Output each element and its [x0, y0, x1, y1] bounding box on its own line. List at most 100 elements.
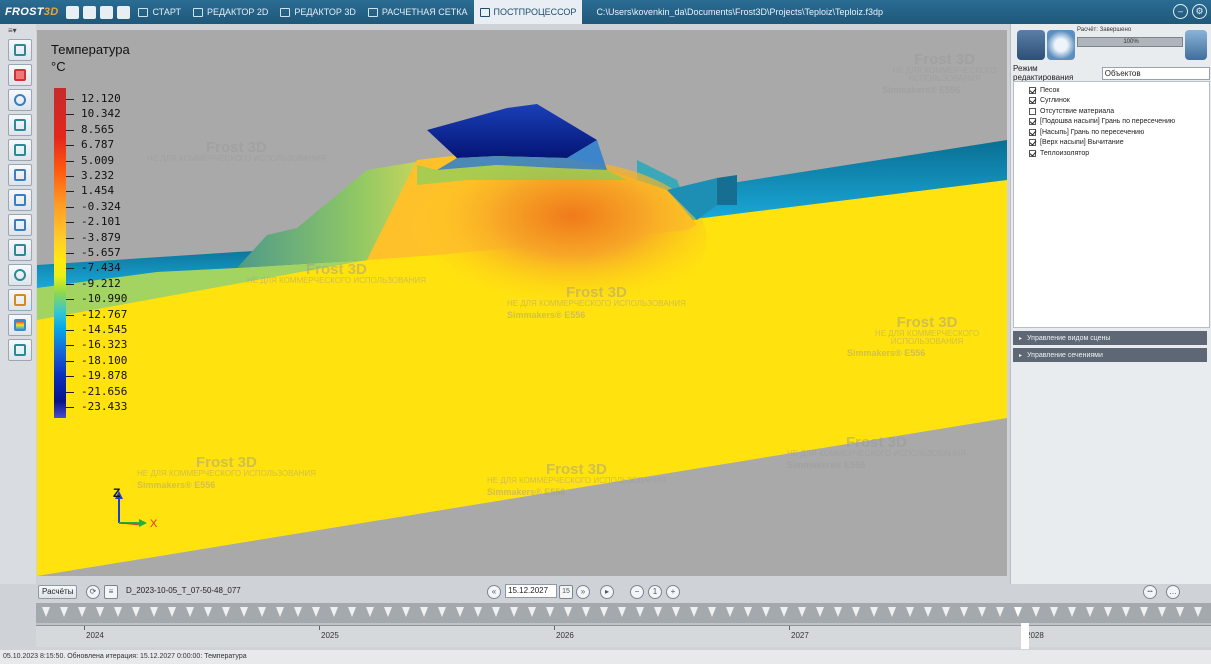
- timeline-iteration-mark[interactable]: [1068, 607, 1076, 617]
- timeline-iteration-mark[interactable]: [510, 607, 518, 617]
- timeline-iteration-mark[interactable]: [852, 607, 860, 617]
- timeline-iteration-mark[interactable]: [834, 607, 842, 617]
- timeline-iteration-mark[interactable]: [240, 607, 248, 617]
- settings-circle-icon[interactable]: •••: [1143, 585, 1157, 599]
- isosurface-icon[interactable]: [8, 264, 32, 286]
- object-checkbox[interactable]: [1029, 149, 1036, 157]
- mesh-view-icon[interactable]: [8, 114, 32, 136]
- timeline-iteration-mark[interactable]: [564, 607, 572, 617]
- date-input[interactable]: 15.12.2027: [505, 584, 557, 598]
- timeline-iteration-mark[interactable]: [78, 607, 86, 617]
- new-file-icon[interactable]: [66, 5, 80, 19]
- timeline-iteration-mark[interactable]: [150, 607, 158, 617]
- timeline-iteration-mark[interactable]: [996, 607, 1004, 617]
- timeline-iteration-mark[interactable]: [258, 607, 266, 617]
- refresh-icon[interactable]: ⟳: [86, 585, 100, 599]
- wireframe-icon[interactable]: [8, 139, 32, 161]
- object-checkbox[interactable]: [1029, 97, 1036, 105]
- section-cross-sections[interactable]: ▸ Управление сечениями: [1013, 348, 1207, 362]
- timeline-iteration-mark[interactable]: [1140, 607, 1148, 617]
- timeline-iterations[interactable]: [36, 603, 1211, 623]
- play-icon[interactable]: ▸: [600, 585, 614, 599]
- undo-icon[interactable]: [117, 5, 131, 19]
- timeline-iteration-mark[interactable]: [1050, 607, 1058, 617]
- zoom-in-icon[interactable]: +: [666, 585, 680, 599]
- timeline-iteration-mark[interactable]: [1122, 607, 1130, 617]
- timeline-iteration-mark[interactable]: [276, 607, 284, 617]
- timeline-iteration-mark[interactable]: [636, 607, 644, 617]
- timeline-iteration-mark[interactable]: [402, 607, 410, 617]
- timeline-iteration-mark[interactable]: [744, 607, 752, 617]
- timeline-iteration-mark[interactable]: [168, 607, 176, 617]
- timeline-iteration-mark[interactable]: [870, 607, 878, 617]
- box-icon[interactable]: [8, 214, 32, 236]
- section-icon[interactable]: [8, 239, 32, 261]
- timeline-iteration-mark[interactable]: [1176, 607, 1184, 617]
- timeline-iteration-mark[interactable]: [600, 607, 608, 617]
- calendar-icon[interactable]: 15: [559, 585, 573, 599]
- timeline-iteration-mark[interactable]: [690, 607, 698, 617]
- timeline-iteration-mark[interactable]: [888, 607, 896, 617]
- timeline-iteration-mark[interactable]: [474, 607, 482, 617]
- tab-mesh[interactable]: РАСЧЕТНАЯ СЕТКА: [362, 0, 474, 24]
- timeline-iteration-mark[interactable]: [906, 607, 914, 617]
- calculations-button[interactable]: Расчёты: [38, 585, 78, 599]
- object-checkbox[interactable]: [1029, 107, 1036, 115]
- timeline-iteration-mark[interactable]: [942, 607, 950, 617]
- timeline-iteration-mark[interactable]: [672, 607, 680, 617]
- timeline-iteration-mark[interactable]: [186, 607, 194, 617]
- fill-color-icon[interactable]: [8, 64, 32, 86]
- timeline-iteration-mark[interactable]: [924, 607, 932, 617]
- object-item[interactable]: [Насыпь] Грань по пересечению: [1029, 127, 1209, 138]
- timeline-iteration-mark[interactable]: [384, 607, 392, 617]
- minimize-icon[interactable]: –: [1173, 4, 1188, 19]
- rewind-icon[interactable]: «: [487, 585, 501, 599]
- timeline-iteration-mark[interactable]: [456, 607, 464, 617]
- section-scene-view[interactable]: ▸ Управление видом сцены: [1013, 331, 1207, 345]
- timeline-iteration-mark[interactable]: [330, 607, 338, 617]
- timeline-iteration-mark[interactable]: [132, 607, 140, 617]
- timeline-iteration-mark[interactable]: [1104, 607, 1112, 617]
- object-checkbox[interactable]: [1029, 139, 1036, 147]
- object-item[interactable]: Песок: [1029, 85, 1209, 96]
- timeline[interactable]: 2024 2025 2026 2027 2028: [36, 603, 1211, 649]
- database-icon[interactable]: [1017, 30, 1045, 60]
- mode-select[interactable]: Объектов: [1101, 66, 1210, 80]
- timeline-iteration-mark[interactable]: [204, 607, 212, 617]
- timeline-iteration-mark[interactable]: [1014, 607, 1022, 617]
- view-iso-icon[interactable]: [8, 39, 32, 61]
- frame-icon[interactable]: [8, 189, 32, 211]
- timeline-iteration-mark[interactable]: [492, 607, 500, 617]
- timeline-iteration-mark[interactable]: [762, 607, 770, 617]
- timeline-iteration-mark[interactable]: [708, 607, 716, 617]
- zoom-icon[interactable]: [8, 89, 32, 111]
- timeline-iteration-mark[interactable]: [654, 607, 662, 617]
- object-checkbox[interactable]: [1029, 118, 1036, 126]
- chart-icon[interactable]: [8, 289, 32, 311]
- timeline-iteration-mark[interactable]: [978, 607, 986, 617]
- timeline-iteration-mark[interactable]: [618, 607, 626, 617]
- timeline-iteration-mark[interactable]: [420, 607, 428, 617]
- timeline-iteration-mark[interactable]: [528, 607, 536, 617]
- timeline-iteration-mark[interactable]: [1194, 607, 1202, 617]
- timeline-iteration-mark[interactable]: [1158, 607, 1166, 617]
- report-icon[interactable]: [1185, 30, 1207, 60]
- timeline-iteration-mark[interactable]: [348, 607, 356, 617]
- timeline-iteration-mark[interactable]: [438, 607, 446, 617]
- timeline-iteration-mark[interactable]: [798, 607, 806, 617]
- timeline-iteration-mark[interactable]: [960, 607, 968, 617]
- object-checkbox[interactable]: [1029, 86, 1036, 94]
- fast-forward-icon[interactable]: »: [576, 585, 590, 599]
- object-item[interactable]: [Верх насыпи] Вычитание: [1029, 138, 1209, 149]
- timeline-iteration-mark[interactable]: [582, 607, 590, 617]
- timeline-current-marker[interactable]: [1021, 623, 1029, 649]
- tab-editor-3d[interactable]: РЕДАКТОР 3D: [274, 0, 361, 24]
- list-icon[interactable]: ≡: [104, 585, 118, 599]
- tab-start[interactable]: СТАРТ: [132, 0, 187, 24]
- more-icon[interactable]: …: [1166, 585, 1180, 599]
- 3d-viewport[interactable]: Frost 3D НЕ ДЛЯ КОММЕРЧЕСКОГО ИСПОЛЬЗОВАН…: [37, 30, 1007, 576]
- timeline-iteration-mark[interactable]: [366, 607, 374, 617]
- tab-postprocessor[interactable]: ПОСТПРОЦЕССОР: [473, 0, 583, 24]
- timeline-iteration-mark[interactable]: [1032, 607, 1040, 617]
- open-file-icon[interactable]: [83, 5, 97, 19]
